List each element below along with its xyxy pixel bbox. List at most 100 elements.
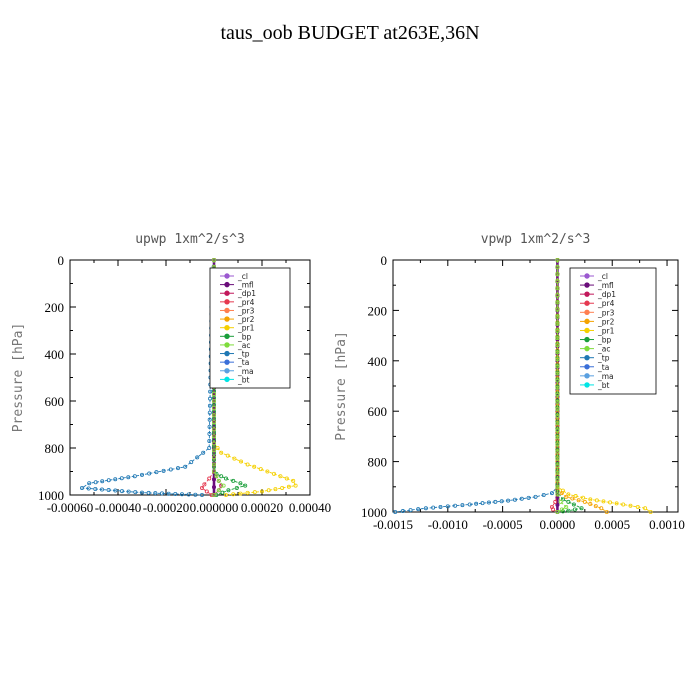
data-point (266, 488, 271, 493)
data-point (126, 475, 131, 480)
data-point (555, 407, 560, 412)
data-point (576, 498, 581, 503)
legend-entry: _ta (220, 358, 249, 367)
legend-label: _tp (237, 350, 250, 359)
data-point (604, 509, 609, 514)
y-tick-label: 800 (45, 441, 65, 456)
legend-label: _pr3 (597, 308, 615, 317)
data-point (566, 492, 571, 497)
legend-entry: _dp1 (220, 289, 256, 298)
data-point (648, 509, 653, 514)
data-point (211, 413, 216, 418)
data-point (286, 484, 291, 489)
data-point (211, 462, 216, 467)
data-point (588, 502, 593, 507)
data-point (120, 489, 125, 494)
data-point (159, 491, 164, 496)
series-ac (555, 257, 569, 514)
data-point (147, 471, 152, 476)
data-point (559, 491, 564, 496)
x-tick-label: 0.00040 (289, 500, 331, 515)
legend-entry: _pr2 (580, 317, 615, 326)
data-point (161, 468, 166, 473)
data-point (555, 442, 560, 447)
legend-swatch-marker (584, 327, 590, 334)
data-point (555, 502, 560, 507)
data-point (93, 486, 98, 491)
data-point (252, 464, 257, 469)
data-point (416, 507, 421, 512)
data-point (211, 427, 216, 432)
legend-swatch-marker (584, 318, 590, 325)
legend-label: _mfl (237, 281, 254, 290)
data-point (499, 499, 504, 504)
data-point (453, 503, 458, 508)
data-point (431, 505, 436, 510)
data-point (139, 472, 144, 477)
data-point (555, 321, 560, 326)
x-tick-label: 0.00020 (241, 500, 283, 515)
data-point (555, 307, 560, 312)
legend-entry: _pr1 (580, 326, 615, 335)
legend-entry: _ta (580, 363, 609, 372)
data-point (273, 487, 278, 492)
y-axis-label: Pressure [hPa] (11, 323, 26, 433)
data-point (480, 501, 485, 506)
data-point (231, 492, 236, 497)
legend-label: _pr4 (597, 299, 615, 308)
data-point (555, 300, 560, 305)
data-point (555, 286, 560, 291)
y-tick-label: 200 (45, 300, 65, 315)
data-point (173, 491, 178, 496)
data-point (467, 502, 472, 507)
data-point (393, 509, 398, 514)
x-tick-label: -0.00040 (95, 500, 142, 515)
legend-entry: _pr2 (220, 315, 255, 324)
data-point (208, 389, 213, 394)
data-point (153, 491, 158, 496)
legend-swatch-marker (584, 300, 590, 306)
legend-entry: _cl (220, 272, 248, 281)
data-point (564, 494, 569, 499)
data-point (555, 456, 560, 461)
data-point (438, 504, 443, 509)
legend-entry: _pr3 (220, 306, 255, 315)
legend-label: _pr1 (597, 326, 615, 335)
data-point (258, 467, 263, 472)
data-point (186, 492, 191, 497)
data-point (146, 490, 151, 495)
data-point (245, 462, 250, 467)
data-point (211, 434, 216, 439)
legend-entry: _bp (580, 336, 612, 345)
legend-label: _dp1 (237, 289, 256, 298)
data-point (211, 485, 216, 490)
data-point (582, 499, 587, 504)
data-point (555, 466, 560, 471)
legend-swatch-marker (584, 336, 590, 343)
legend-swatch-marker (584, 345, 590, 352)
legend-label: _dp1 (597, 290, 616, 299)
data-point (216, 478, 221, 483)
data-point (445, 504, 450, 509)
data-point (201, 450, 206, 455)
legend-label: _bt (597, 381, 610, 390)
y-tick-label: 400 (45, 347, 65, 362)
data-point (209, 492, 214, 497)
y-tick-label: 0 (381, 253, 388, 268)
data-point (559, 507, 564, 512)
y-tick-label: 400 (368, 354, 388, 369)
data-point (106, 478, 111, 483)
data-point (628, 503, 633, 508)
legend-swatch-marker (584, 309, 590, 316)
data-point (555, 364, 560, 369)
data-point (226, 488, 231, 493)
data-point (541, 492, 546, 497)
data-point (512, 497, 517, 502)
series-line (556, 260, 567, 513)
data-point (278, 474, 283, 479)
data-point (555, 314, 560, 319)
data-point (139, 490, 144, 495)
series-line (213, 260, 225, 496)
legend-swatch-marker (224, 273, 230, 279)
